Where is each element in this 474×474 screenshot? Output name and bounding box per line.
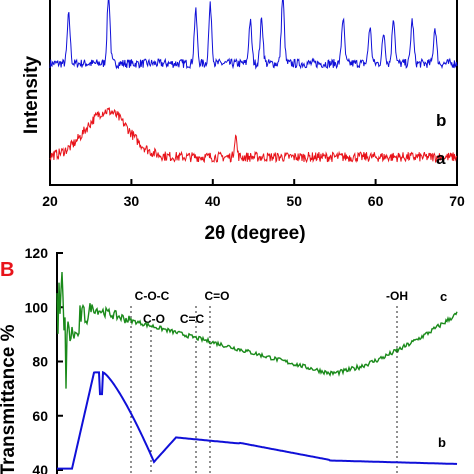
xrd-x-tick-label: 30 bbox=[124, 193, 140, 209]
ftir-y-tick-label: 80 bbox=[32, 354, 48, 370]
ftir-series-b-label: b bbox=[438, 435, 446, 450]
ftir-y-tick-label: 100 bbox=[25, 299, 49, 315]
xrd-series-b-label: b bbox=[436, 111, 446, 130]
xrd-panel: 20 30 40 50 60 70 Intensity 2θ (degree) b a bbox=[21, 0, 465, 244]
xrd-x-tick-label: 20 bbox=[42, 193, 58, 209]
xrd-x-tick-label: 40 bbox=[205, 193, 221, 209]
xrd-x-tick-label: 50 bbox=[286, 193, 302, 209]
ftir-series-b-line bbox=[57, 370, 458, 470]
xrd-x-tick-label: 60 bbox=[368, 193, 384, 209]
xrd-plot-frame bbox=[49, 0, 458, 186]
ftir-series-c-label: c bbox=[440, 289, 447, 304]
xrd-y-axis-title: Intensity bbox=[21, 56, 42, 135]
ftir-series-c-line bbox=[56, 271, 458, 389]
ftir-band-label: C-O bbox=[143, 312, 165, 326]
ftir-y-tick-label: 120 bbox=[25, 245, 49, 261]
ftir-y-tick-label: 60 bbox=[32, 408, 48, 424]
ftir-band-label: -OH bbox=[386, 289, 408, 303]
ftir-panel: B 40 60 80 100 120 Transmittance % C-O-C C-O C… bbox=[0, 245, 458, 474]
xrd-series-b-line bbox=[49, 0, 458, 70]
ftir-y-axis-title: Transmittance % bbox=[0, 324, 19, 474]
ftir-panel-letter: B bbox=[0, 259, 14, 281]
xrd-x-tick-label: 70 bbox=[449, 193, 465, 209]
ftir-band-label: C=C bbox=[180, 312, 205, 326]
xrd-x-axis-title: 2θ (degree) bbox=[204, 223, 305, 244]
xrd-series-a-label: a bbox=[436, 149, 446, 168]
xrd-series-a-line bbox=[49, 107, 458, 164]
ftir-band-label: C-O-C bbox=[135, 289, 170, 303]
ftir-band-label: C=O bbox=[204, 289, 229, 303]
ftir-y-tick-label: 40 bbox=[32, 462, 48, 474]
